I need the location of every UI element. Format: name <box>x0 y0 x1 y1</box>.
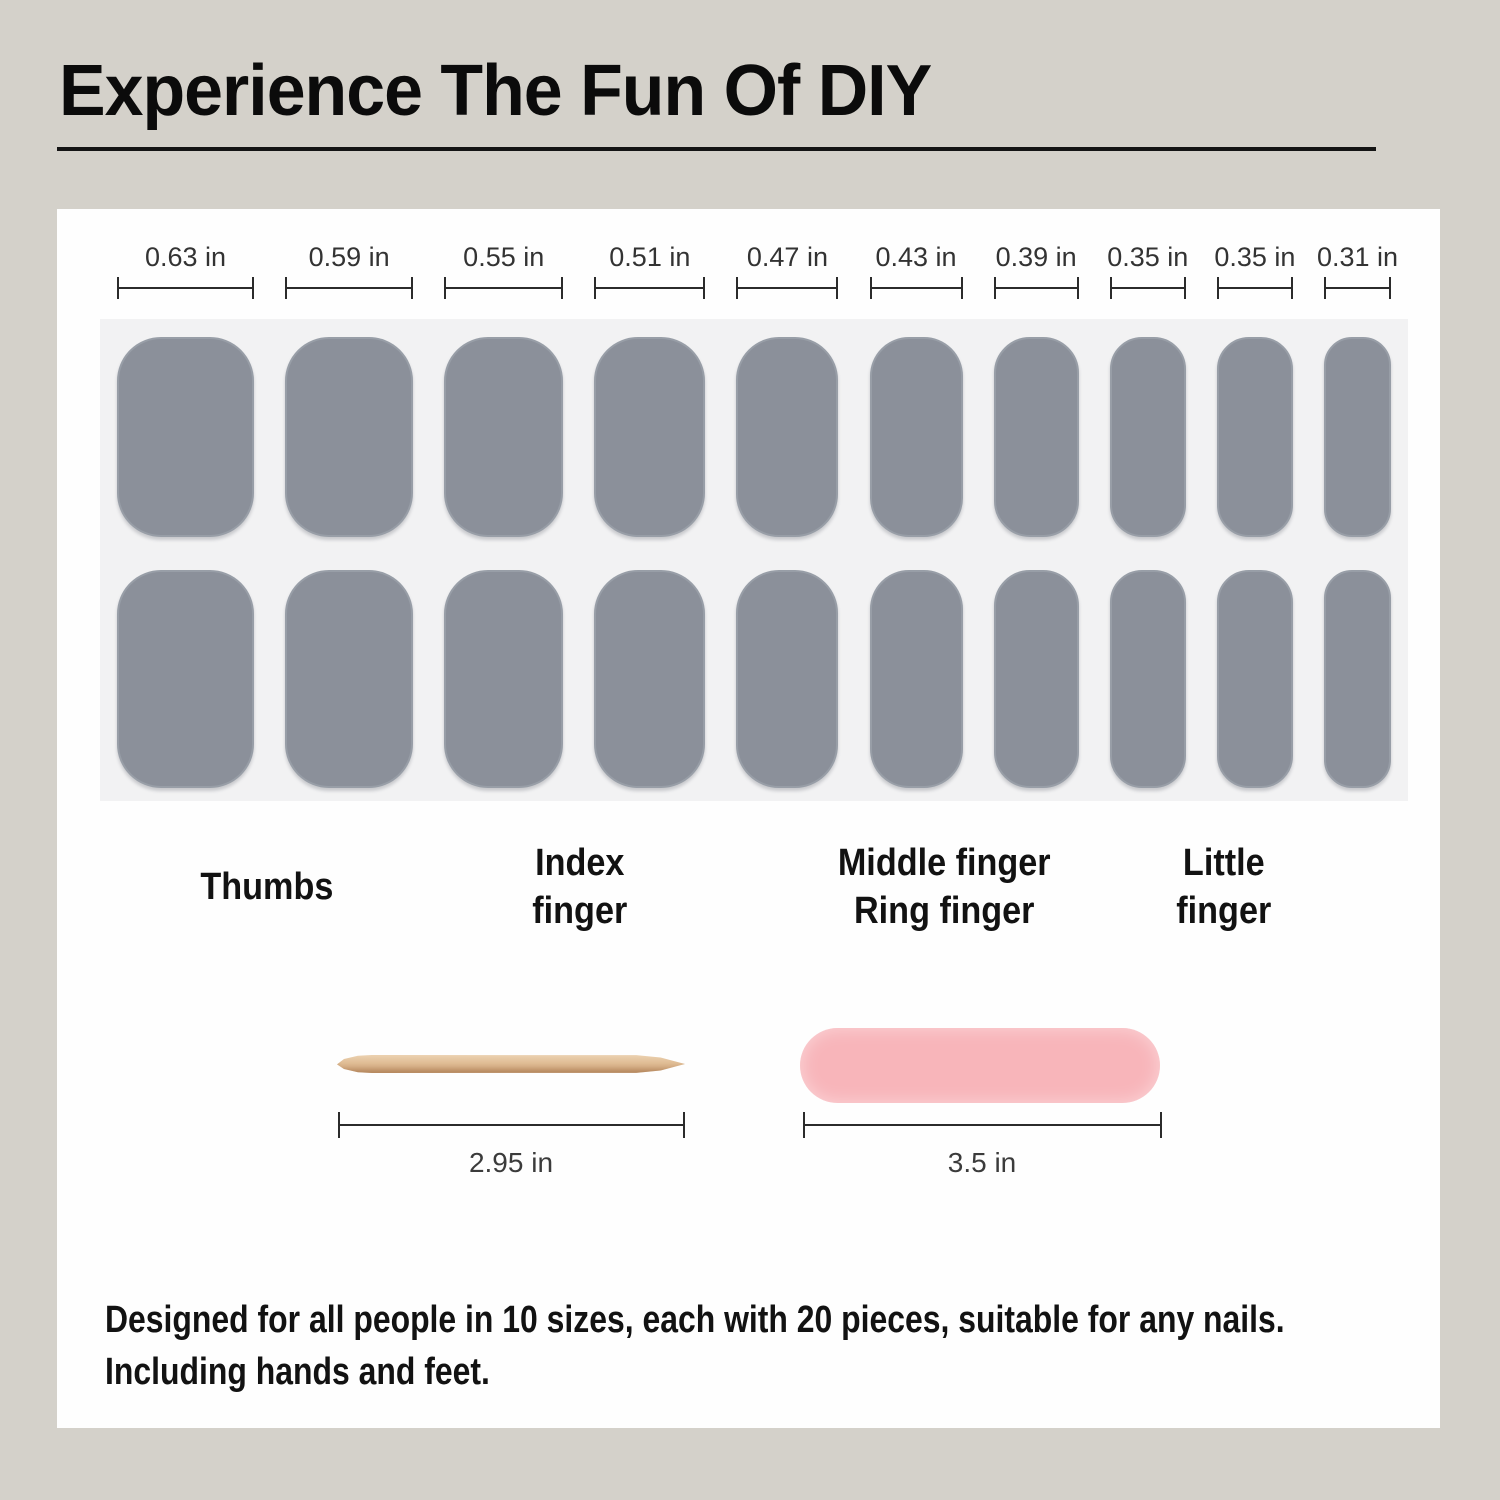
nail-sticker <box>444 570 564 788</box>
finger-label: Little finger <box>1014 841 1434 933</box>
finger-label: Thumbs <box>57 841 477 933</box>
size-label: 0.59 in <box>308 242 390 272</box>
cuticle-stick <box>337 1055 685 1073</box>
description-text: Designed for all people in 10 sizes, eac… <box>105 1294 1285 1398</box>
nail-sticker <box>1216 337 1293 537</box>
size-label: 0.35 in <box>1107 242 1189 272</box>
size-measure-line <box>445 287 563 289</box>
size-measure-bracket <box>594 277 706 299</box>
size-measure-line <box>1324 287 1390 289</box>
nail-sticker <box>285 337 414 537</box>
nail-sticker <box>1216 570 1293 788</box>
nail-sticker <box>993 337 1079 537</box>
finger-label-text: Index finger <box>532 842 628 932</box>
size-label: 0.35 in <box>1214 242 1296 272</box>
content-card: 0.63 in 0.59 in 0.55 in 0.51 in 0.47 in <box>57 209 1440 1428</box>
size-measure-line <box>737 287 838 289</box>
size-label: 0.43 in <box>875 242 957 272</box>
size-column: 0.59 in <box>285 241 414 788</box>
nail-sticker <box>117 570 254 788</box>
description-line-1: Designed for all people in 10 sizes, eac… <box>105 1299 1285 1341</box>
size-label: 0.51 in <box>609 242 691 272</box>
size-label: 0.31 in <box>1316 242 1399 272</box>
size-measure-line <box>286 287 413 289</box>
nail-sticker <box>736 337 839 537</box>
nail-sticker <box>1109 337 1186 537</box>
finger-label: Middle finger Ring finger <box>734 841 1154 933</box>
nail-sticker <box>869 337 963 537</box>
nail-sticker <box>1323 337 1391 537</box>
size-measure-bracket <box>993 277 1079 299</box>
size-measure-line <box>118 287 253 289</box>
size-column: 0.35 in <box>1107 241 1189 788</box>
size-measure-line <box>994 287 1078 289</box>
nail-sticker <box>594 570 706 788</box>
size-column: 0.39 in <box>993 241 1079 788</box>
size-column: 0.35 in <box>1214 241 1296 788</box>
nail-file <box>800 1028 1160 1103</box>
size-label: 0.47 in <box>746 242 828 272</box>
size-column: 0.55 in <box>444 241 564 788</box>
size-measure-bracket <box>117 277 254 299</box>
nail-sticker <box>736 570 839 788</box>
finger-label-text: Middle finger Ring finger <box>837 842 1051 932</box>
size-measure-line <box>1110 287 1185 289</box>
size-label: 0.63 in <box>144 242 227 272</box>
description-line-2: Including hands and feet. <box>105 1351 490 1393</box>
file-length-label: 3.5 in <box>947 1147 1017 1178</box>
nail-sticker <box>1109 570 1186 788</box>
page-title: Experience The Fun Of DIY <box>59 51 932 131</box>
size-measure-bracket <box>1323 277 1391 299</box>
size-measure-bracket <box>444 277 564 299</box>
nail-sticker <box>869 570 963 788</box>
nail-sticker <box>444 337 564 537</box>
size-measure-bracket <box>1109 277 1186 299</box>
size-measure-line <box>870 287 962 289</box>
size-measure-bracket <box>1216 277 1293 299</box>
nail-sticker <box>285 570 414 788</box>
stick-length-label: 2.95 in <box>468 1147 554 1178</box>
nail-sticker <box>117 337 254 537</box>
size-measure-line <box>1217 287 1292 289</box>
size-measure-bracket <box>285 277 414 299</box>
nail-sticker <box>993 570 1079 788</box>
size-measure-bracket <box>736 277 839 299</box>
finger-label-text: Thumbs <box>200 866 334 908</box>
size-label: 0.39 in <box>995 242 1077 272</box>
size-measure-bracket <box>869 277 963 299</box>
size-column: 0.31 in <box>1317 241 1398 788</box>
size-column: 0.51 in <box>594 241 706 788</box>
size-column: 0.63 in <box>117 241 254 788</box>
file-measure-bracket <box>803 1112 1162 1138</box>
nail-sticker <box>594 337 706 537</box>
size-column: 0.47 in <box>736 241 839 788</box>
stick-measure-line <box>339 1124 684 1126</box>
file-measure-line <box>804 1124 1161 1126</box>
title-underline <box>57 147 1376 151</box>
size-label: 0.55 in <box>463 242 545 272</box>
size-columns: 0.63 in 0.59 in 0.55 in 0.51 in 0.47 in <box>100 241 1408 788</box>
finger-label-text: Little finger <box>1176 842 1272 932</box>
nail-sticker <box>1323 570 1391 788</box>
size-column: 0.43 in <box>869 241 963 788</box>
stick-measure-bracket <box>338 1112 685 1138</box>
size-measure-line <box>595 287 705 289</box>
finger-label: Index finger <box>370 841 790 933</box>
